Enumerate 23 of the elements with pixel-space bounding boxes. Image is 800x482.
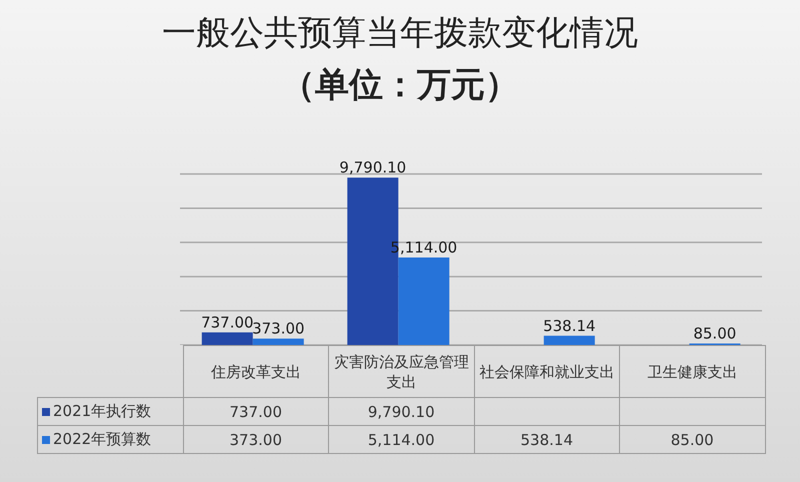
bar: [252, 338, 304, 345]
bar: [202, 332, 253, 345]
chart-title: 一般公共预算当年拨款变化情况: [161, 12, 639, 55]
data-label: 737.00: [183, 398, 328, 426]
data-label: 9,790.10: [328, 398, 474, 426]
x-tick-label: 灾害防治及应急管理支出: [328, 346, 474, 398]
data-label: 373.00: [183, 426, 328, 454]
text: 737.00: [201, 313, 254, 332]
data-label: 538.14: [474, 426, 620, 454]
text: 85.00: [693, 324, 736, 343]
x-tick-label: 社会保障和就业支出: [474, 346, 620, 398]
x-tick-label: 卫生健康支出: [620, 346, 765, 398]
bar: [398, 258, 450, 345]
text: 373.00: [252, 320, 305, 338]
bar: [544, 336, 595, 345]
x-tick-label: 住房改革支出: [183, 346, 328, 398]
text: 538.14: [543, 316, 596, 335]
data-label: 5,114.00: [328, 426, 474, 454]
data-label: 85.00: [620, 426, 765, 454]
legend-label: 2021年执行数: [38, 398, 183, 426]
chart-subtitle: （单位：万元）: [280, 64, 520, 107]
legend-label: 2022年预算数: [38, 426, 183, 454]
text: 9,790.10: [339, 158, 406, 177]
